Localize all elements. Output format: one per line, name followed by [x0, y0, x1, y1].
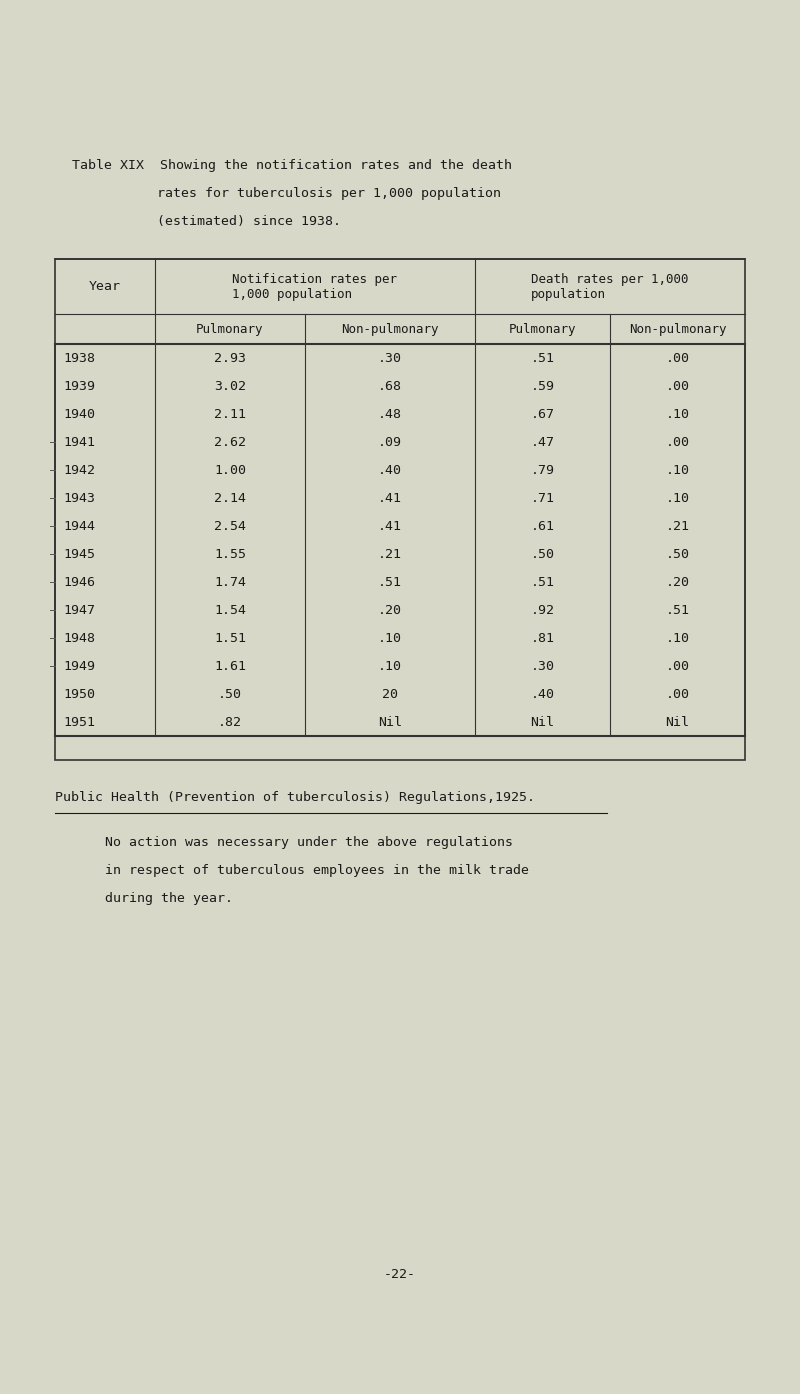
Text: 2.11: 2.11 — [214, 407, 246, 421]
Text: No action was necessary under the above regulations: No action was necessary under the above … — [105, 836, 513, 849]
Text: .21: .21 — [378, 548, 402, 560]
Text: 1944: 1944 — [63, 520, 95, 533]
Text: .20: .20 — [378, 604, 402, 616]
Text: .50: .50 — [666, 548, 690, 560]
Text: .48: .48 — [378, 407, 402, 421]
Text: 1941: 1941 — [63, 435, 95, 449]
Text: .00: .00 — [666, 351, 690, 364]
Text: .10: .10 — [666, 492, 690, 505]
Text: Death rates per 1,000
population: Death rates per 1,000 population — [531, 272, 689, 301]
Text: .00: .00 — [666, 687, 690, 701]
Text: 1.55: 1.55 — [214, 548, 246, 560]
Text: Pulmonary: Pulmonary — [196, 322, 264, 336]
Text: 2.14: 2.14 — [214, 492, 246, 505]
Text: Public Health (Prevention of tuberculosis) Regulations,1925.: Public Health (Prevention of tuberculosi… — [55, 790, 535, 804]
Text: Nil: Nil — [666, 715, 690, 729]
Text: 1948: 1948 — [63, 631, 95, 644]
Text: .00: .00 — [666, 435, 690, 449]
Bar — [55, 259, 745, 760]
Text: 1.00: 1.00 — [214, 463, 246, 477]
Text: 2.62: 2.62 — [214, 435, 246, 449]
Text: 1945: 1945 — [63, 548, 95, 560]
Text: .21: .21 — [666, 520, 690, 533]
Text: .00: .00 — [666, 379, 690, 393]
Text: 1951: 1951 — [63, 715, 95, 729]
Text: .59: .59 — [530, 379, 554, 393]
Text: .40: .40 — [378, 463, 402, 477]
Text: 3.02: 3.02 — [214, 379, 246, 393]
Text: Pulmonary: Pulmonary — [509, 322, 576, 336]
Text: 1940: 1940 — [63, 407, 95, 421]
Text: 1.51: 1.51 — [214, 631, 246, 644]
Text: .10: .10 — [666, 407, 690, 421]
Text: Table XIX  Showing the notification rates and the death: Table XIX Showing the notification rates… — [72, 159, 512, 171]
Text: 1.54: 1.54 — [214, 604, 246, 616]
Text: .30: .30 — [530, 659, 554, 672]
Text: .92: .92 — [530, 604, 554, 616]
Text: (estimated) since 1938.: (estimated) since 1938. — [157, 215, 341, 229]
Text: .41: .41 — [378, 520, 402, 533]
Text: .50: .50 — [218, 687, 242, 701]
Text: rates for tuberculosis per 1,000 population: rates for tuberculosis per 1,000 populat… — [157, 187, 501, 199]
Text: 1942: 1942 — [63, 463, 95, 477]
Text: -22-: -22- — [384, 1267, 416, 1281]
Text: 1939: 1939 — [63, 379, 95, 393]
Text: during the year.: during the year. — [105, 892, 233, 905]
Text: Nil: Nil — [378, 715, 402, 729]
Text: .09: .09 — [378, 435, 402, 449]
Text: .68: .68 — [378, 379, 402, 393]
Text: .51: .51 — [378, 576, 402, 588]
Text: .20: .20 — [666, 576, 690, 588]
Text: .47: .47 — [530, 435, 554, 449]
Text: 20: 20 — [382, 687, 398, 701]
Text: .10: .10 — [666, 631, 690, 644]
Text: .51: .51 — [530, 576, 554, 588]
Text: Nil: Nil — [530, 715, 554, 729]
Text: .40: .40 — [530, 687, 554, 701]
Text: .71: .71 — [530, 492, 554, 505]
Text: 1949: 1949 — [63, 659, 95, 672]
Text: 1947: 1947 — [63, 604, 95, 616]
Text: Notification rates per
1,000 population: Notification rates per 1,000 population — [233, 272, 398, 301]
Text: .51: .51 — [666, 604, 690, 616]
Text: .81: .81 — [530, 631, 554, 644]
Text: Non-pulmonary: Non-pulmonary — [629, 322, 726, 336]
Text: .51: .51 — [530, 351, 554, 364]
Text: 1950: 1950 — [63, 687, 95, 701]
Text: 1.61: 1.61 — [214, 659, 246, 672]
Text: 2.93: 2.93 — [214, 351, 246, 364]
Text: 1.74: 1.74 — [214, 576, 246, 588]
Text: .10: .10 — [378, 659, 402, 672]
Text: 2.54: 2.54 — [214, 520, 246, 533]
Text: .67: .67 — [530, 407, 554, 421]
Text: .82: .82 — [218, 715, 242, 729]
Text: in respect of tuberculous employees in the milk trade: in respect of tuberculous employees in t… — [105, 864, 529, 877]
Text: .30: .30 — [378, 351, 402, 364]
Text: .00: .00 — [666, 659, 690, 672]
Text: Non-pulmonary: Non-pulmonary — [342, 322, 438, 336]
Text: 1943: 1943 — [63, 492, 95, 505]
Text: .79: .79 — [530, 463, 554, 477]
Text: .50: .50 — [530, 548, 554, 560]
Text: .41: .41 — [378, 492, 402, 505]
Text: Year: Year — [89, 280, 121, 293]
Text: .61: .61 — [530, 520, 554, 533]
Text: .10: .10 — [378, 631, 402, 644]
Text: 1938: 1938 — [63, 351, 95, 364]
Text: .10: .10 — [666, 463, 690, 477]
Text: 1946: 1946 — [63, 576, 95, 588]
